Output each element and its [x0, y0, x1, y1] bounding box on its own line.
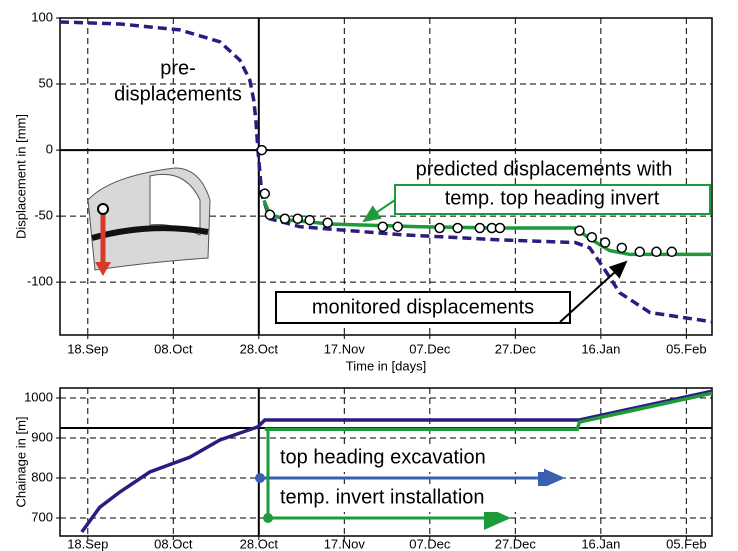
y-axis-label: Displacement in [mm]	[13, 114, 28, 239]
chart: -100 -50 0 50 100 18.Sep 08.Oct 28.Oct 17.Nov 07.…	[0, 0, 738, 551]
annotation-dot	[263, 513, 273, 523]
x-tick-label: 16.Jan	[581, 536, 620, 551]
data-point	[257, 146, 266, 155]
x-tick-label: 28.Oct	[240, 536, 279, 551]
annotation: monitored displacements	[312, 296, 534, 318]
x-axis-label: Time in [days]	[346, 358, 426, 373]
y-tick-label: 800	[31, 469, 53, 484]
x-tick-label: 07.Dec	[409, 536, 451, 551]
data-point	[260, 189, 269, 198]
x-tick-label: 05.Feb	[666, 536, 706, 551]
y-tick-label: 50	[39, 75, 53, 90]
y-tick-label: 1000	[24, 389, 53, 404]
y-tick-label: 900	[31, 429, 53, 444]
annotation: temp. invert installation	[280, 486, 485, 508]
x-tick-label: 05.Feb	[666, 341, 706, 356]
annotation: temp. top heading invert	[445, 187, 660, 209]
x-tick-label: 27.Dec	[495, 536, 537, 551]
y-tick-label: -100	[27, 274, 53, 289]
data-point	[587, 233, 596, 242]
x-tick-label: 27.Dec	[495, 341, 537, 356]
x-tick-label: 18.Sep	[67, 536, 108, 551]
data-point	[393, 222, 402, 231]
data-point	[635, 247, 644, 256]
x-tick-label: 16.Jan	[581, 341, 620, 356]
y-tick-label: 100	[31, 9, 53, 24]
x-tick-label: 17.Nov	[324, 341, 366, 356]
x-tick-label: 07.Dec	[409, 341, 451, 356]
tunnel-icon	[88, 168, 210, 276]
data-point	[265, 210, 274, 219]
y-tick-label: 700	[31, 509, 53, 524]
annotation: pre-	[160, 57, 196, 79]
data-point	[305, 216, 314, 225]
data-point	[378, 222, 387, 231]
annotation: top heading excavation	[280, 446, 486, 468]
series-line	[265, 393, 712, 429]
x-tick-label: 18.Sep	[67, 341, 108, 356]
x-tick-label: 17.Nov	[324, 536, 366, 551]
data-point	[667, 247, 676, 256]
data-point	[601, 238, 610, 247]
y-tick-label: -50	[34, 208, 53, 223]
annotation: displacements	[114, 83, 242, 105]
y-tick-label: 0	[46, 142, 53, 157]
data-point	[280, 214, 289, 223]
x-tick-label: 08.Oct	[154, 341, 193, 356]
data-point	[575, 226, 584, 235]
data-point	[453, 224, 462, 233]
y-axis-label: Chainage in [m]	[13, 416, 28, 507]
x-tick-label: 08.Oct	[154, 536, 193, 551]
annotation: predicted displacements with	[416, 158, 673, 180]
data-point	[475, 224, 484, 233]
annotation-dot	[255, 473, 265, 483]
data-point	[293, 214, 302, 223]
annotation-arrow	[364, 200, 395, 221]
data-point	[435, 224, 444, 233]
x-tick-label: 28.Oct	[240, 341, 279, 356]
data-point	[652, 247, 661, 256]
data-point	[495, 224, 504, 233]
data-point	[617, 243, 626, 252]
data-point	[323, 218, 332, 227]
